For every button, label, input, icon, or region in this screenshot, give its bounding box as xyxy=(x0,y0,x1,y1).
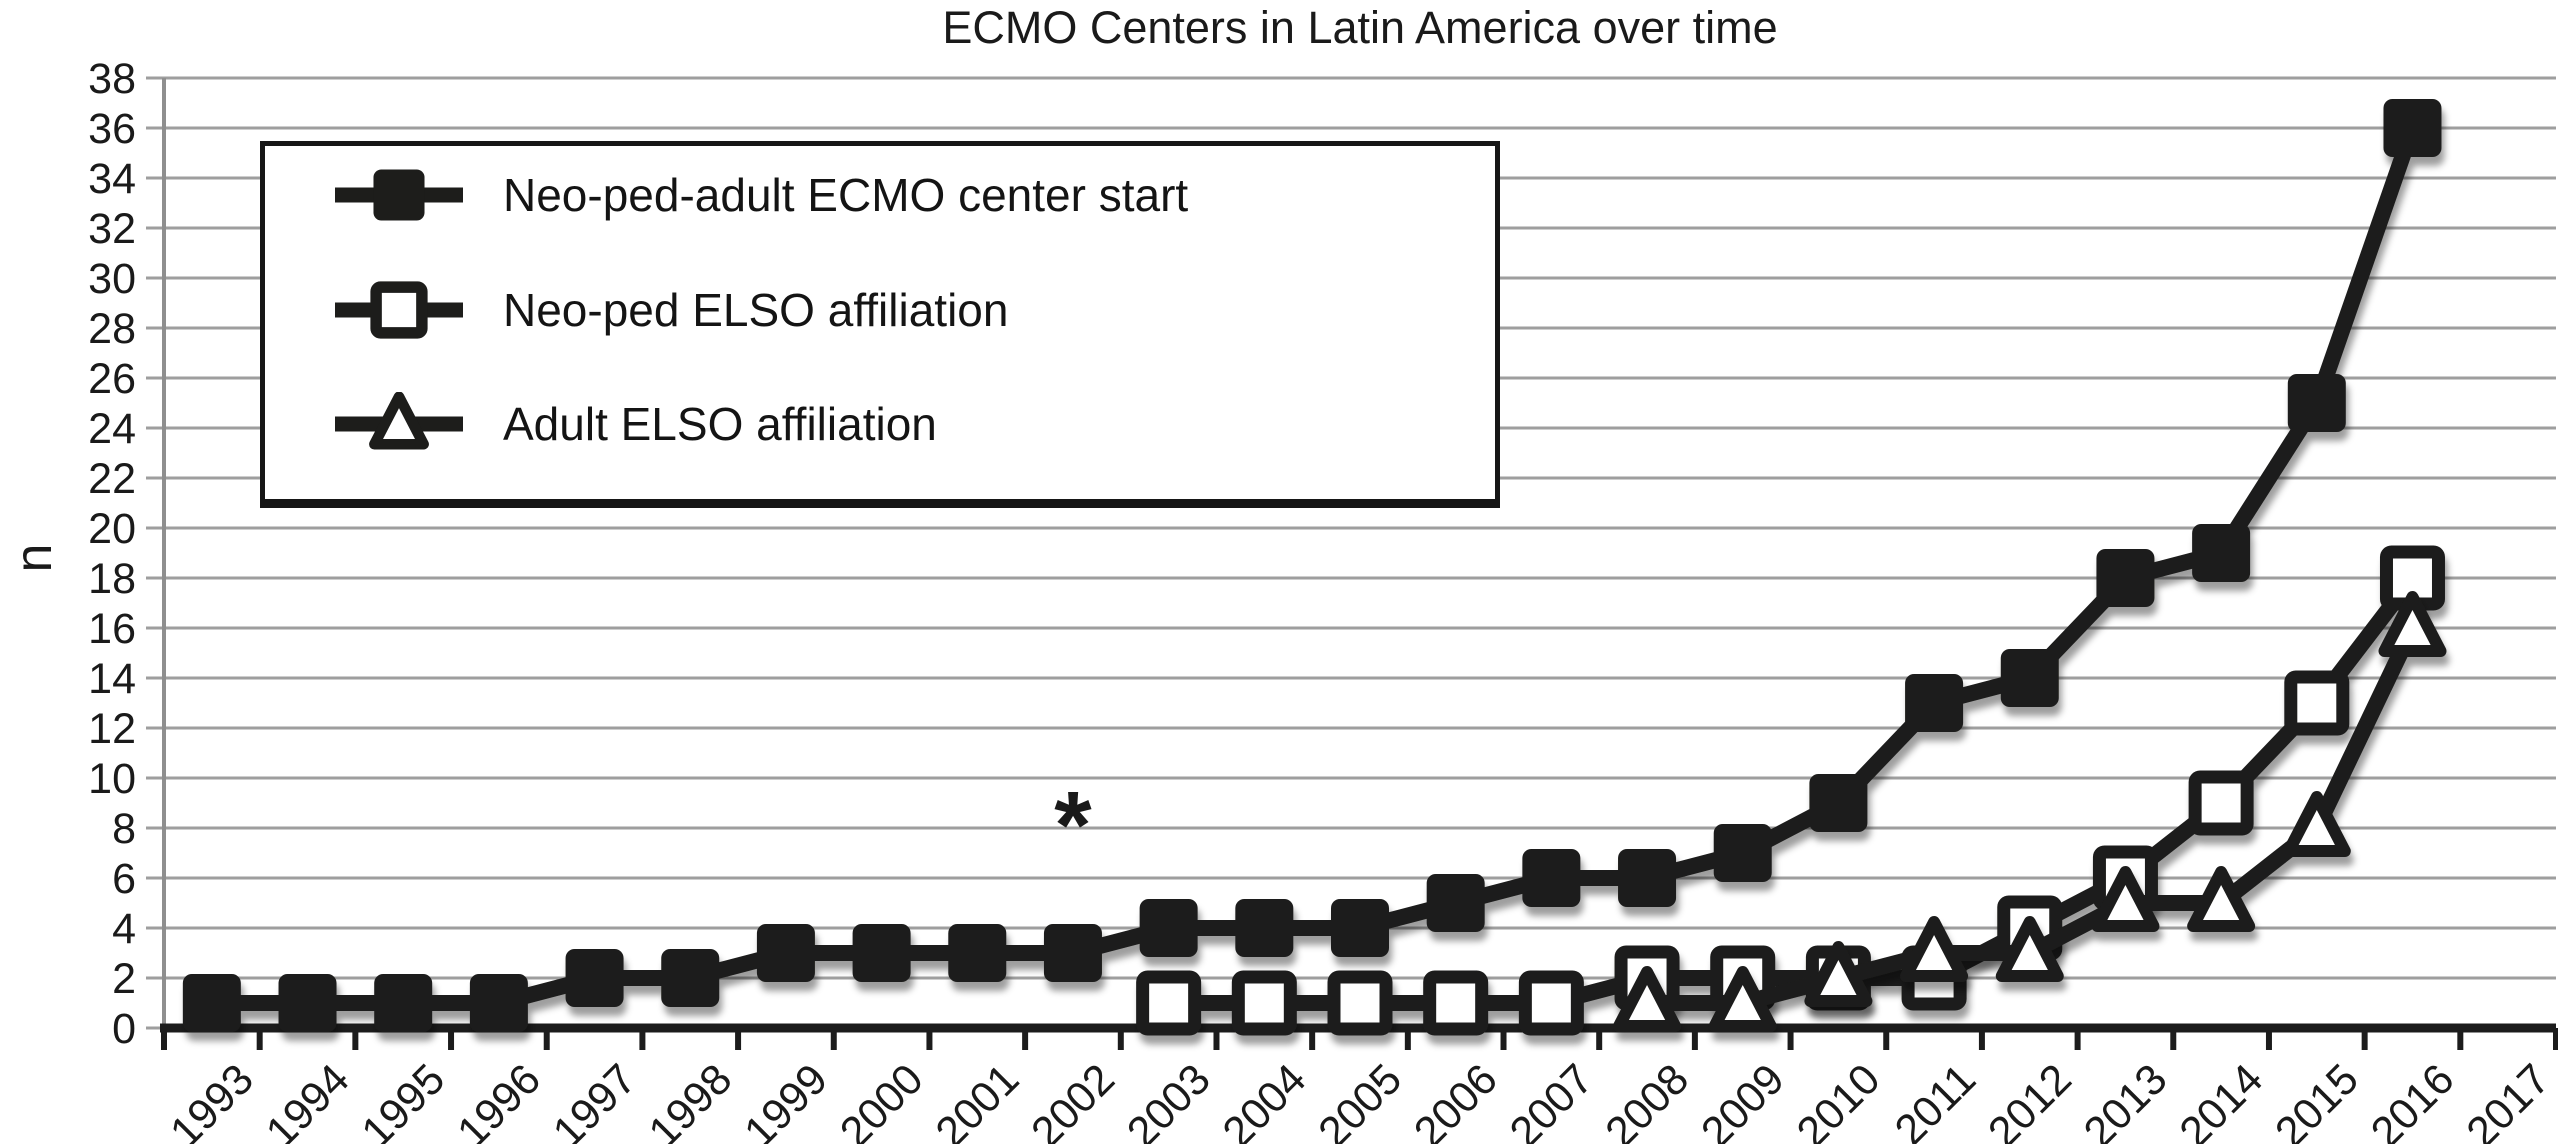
svg-text:2001: 2001 xyxy=(927,1055,1029,1144)
svg-text:22: 22 xyxy=(88,455,136,503)
svg-text:2005: 2005 xyxy=(1309,1055,1411,1144)
svg-text:4: 4 xyxy=(112,905,136,953)
svg-text:2011: 2011 xyxy=(1886,1055,1985,1144)
svg-text:34: 34 xyxy=(88,155,136,203)
svg-text:2003: 2003 xyxy=(1118,1055,1220,1144)
legend-item: Adult ELSO affiliation xyxy=(329,389,1475,459)
svg-text:10: 10 xyxy=(88,755,136,803)
svg-text:2008: 2008 xyxy=(1597,1055,1699,1144)
svg-text:1997: 1997 xyxy=(544,1055,646,1144)
svg-text:32: 32 xyxy=(88,205,136,253)
svg-text:1994: 1994 xyxy=(257,1055,359,1144)
svg-text:36: 36 xyxy=(88,105,136,153)
legend-item: Neo-ped ELSO affiliation xyxy=(329,275,1475,345)
svg-text:2002: 2002 xyxy=(1022,1055,1124,1144)
svg-text:2006: 2006 xyxy=(1405,1055,1507,1144)
svg-text:16: 16 xyxy=(88,605,136,653)
svg-text:1995: 1995 xyxy=(353,1055,455,1144)
svg-text:1998: 1998 xyxy=(640,1055,742,1144)
svg-text:2000: 2000 xyxy=(831,1055,933,1144)
svg-text:0: 0 xyxy=(112,1005,136,1053)
chart-title: ECMO Centers in Latin America over time xyxy=(942,2,1778,53)
svg-text:12: 12 xyxy=(88,705,136,753)
svg-text:20: 20 xyxy=(88,505,136,553)
svg-text:2013: 2013 xyxy=(2075,1055,2177,1144)
legend-label: Adult ELSO affiliation xyxy=(503,398,937,450)
svg-text:18: 18 xyxy=(88,555,136,603)
svg-text:2014: 2014 xyxy=(2171,1055,2273,1144)
svg-text:1999: 1999 xyxy=(735,1055,837,1144)
svg-text:2009: 2009 xyxy=(1692,1055,1794,1144)
svg-text:2010: 2010 xyxy=(1788,1055,1890,1144)
svg-text:*: * xyxy=(1054,772,1092,879)
svg-text:2015: 2015 xyxy=(2266,1055,2368,1144)
svg-text:14: 14 xyxy=(88,655,136,703)
legend-label: Neo-ped-adult ECMO center start xyxy=(503,169,1189,221)
svg-text:2007: 2007 xyxy=(1501,1055,1603,1144)
svg-text:24: 24 xyxy=(88,405,136,453)
svg-text:28: 28 xyxy=(88,305,136,353)
filled-square-marker-icon xyxy=(335,169,463,221)
svg-text:8: 8 xyxy=(112,805,136,853)
svg-text:2017: 2017 xyxy=(2458,1055,2558,1144)
legend: Neo-ped-adult ECMO center start Neo-ped … xyxy=(260,141,1500,508)
legend-label: Neo-ped ELSO affiliation xyxy=(503,283,1009,336)
svg-text:2: 2 xyxy=(112,955,136,1003)
open-square-marker-icon xyxy=(335,280,463,339)
svg-text:1996: 1996 xyxy=(448,1055,550,1144)
svg-text:38: 38 xyxy=(88,55,136,103)
legend-item: Neo-ped-adult ECMO center start xyxy=(329,160,1475,230)
svg-text:1993: 1993 xyxy=(161,1055,263,1144)
svg-text:2004: 2004 xyxy=(1214,1055,1316,1144)
svg-text:6: 6 xyxy=(112,855,136,903)
svg-text:2016: 2016 xyxy=(2362,1055,2464,1144)
svg-text:2012: 2012 xyxy=(1979,1055,2081,1144)
svg-text:30: 30 xyxy=(88,255,136,303)
svg-text:26: 26 xyxy=(88,355,136,403)
open-triangle-marker-icon xyxy=(335,392,463,450)
